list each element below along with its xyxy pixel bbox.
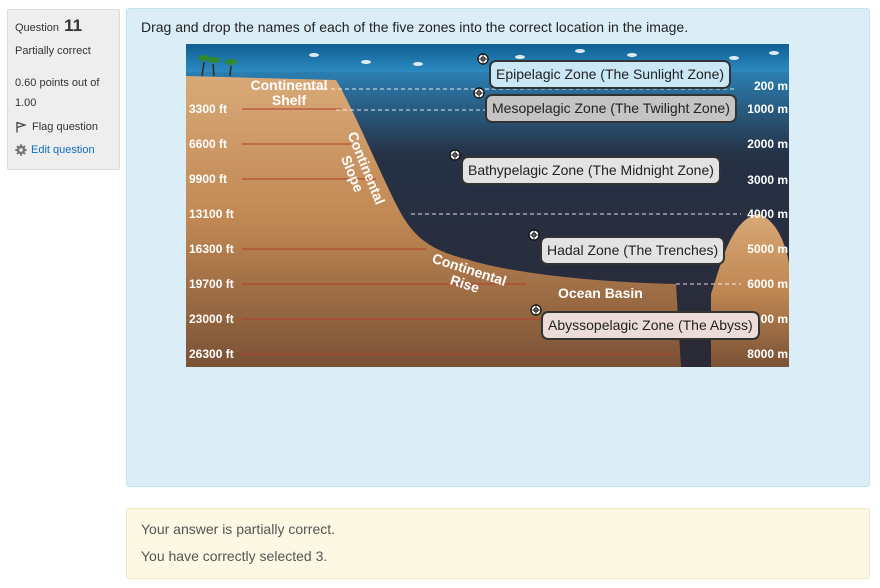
grade-line: 0.60 points out of [15,77,100,89]
depth-label-ft: 9900 ft [189,172,228,186]
grade-max: 1.00 [15,97,37,109]
drag-item-epipelagic[interactable]: Epipelagic Zone (The Sunlight Zone) [489,60,732,89]
flag-question-link[interactable]: Flag question [15,121,119,133]
question-state: Partially correct [15,45,91,57]
gear-icon [15,144,27,156]
question-formulation: Drag and drop the names of each of the f… [126,8,870,487]
depth-label-ft: 23000 ft [189,312,234,326]
depth-label-m: 6000 m [747,277,788,291]
depth-label-m: 1000 m [747,102,788,116]
edit-question-label: Edit question [31,144,95,156]
continental-shelf-label-line: Continental [250,77,328,93]
depth-label-ft: 26300 ft [189,347,234,361]
flag-question-label: Flag question [32,121,99,133]
depth-label-m: 2000 m [747,137,788,151]
answer-feedback: Your answer is partially correct. You ha… [126,508,870,579]
depth-label-m: 3000 m [747,173,788,187]
depth-label-m: 4000 m [747,207,788,221]
question-label: Question [15,22,60,34]
drag-item-abyssopelagic[interactable]: Abyssopelagic Zone (The Abyss) [541,311,760,340]
flag-icon [16,121,27,133]
continental-shelf-label-line: Shelf [271,92,307,108]
depth-label-ft: 3300 ft [189,102,228,116]
feedback-detail: You have correctly selected 3. [141,548,328,564]
question-info-panel: Question 11 Partially correct 0.60 point… [7,9,120,170]
feedback-summary: Your answer is partially correct. [141,521,336,537]
drag-item-bathypelagic[interactable]: Bathypelagic Zone (The Midnight Zone) [461,156,721,185]
depth-label-m: 200 m [753,79,788,93]
ocean-zones-diagram: 3300 ft 6600 ft 9900 ft 13100 ft 16300 f… [186,44,789,367]
drop-target-marker-icon[interactable] [530,304,542,316]
depth-label-m: 8000 m [747,347,788,361]
question-number-value: 11 [64,16,83,35]
depth-label-ft: 6600 ft [189,137,228,151]
continental-shelf-label: Continental Shelf [244,78,334,108]
depth-label-m: 5000 m [747,242,788,256]
depth-label-ft: 13100 ft [189,207,234,221]
ocean-basin-label: Ocean Basin [558,285,643,301]
drop-target-marker-icon[interactable] [477,53,489,65]
drop-target-marker-icon[interactable] [473,87,485,99]
drag-item-hadal[interactable]: Hadal Zone (The Trenches) [540,236,726,265]
question-number: Question 11 [15,16,119,36]
depth-label-ft: 19700 ft [189,277,234,291]
question-grade: 0.60 points out of 1.00 [15,73,119,113]
drop-target-marker-icon[interactable] [449,149,461,161]
question-text: Drag and drop the names of each of the f… [141,19,689,35]
depth-label-ft: 16300 ft [189,242,234,256]
drop-target-marker-icon[interactable] [528,229,540,241]
edit-question-link[interactable]: Edit question [15,144,119,156]
drag-item-mesopelagic[interactable]: Mesopelagic Zone (The Twilight Zone) [485,94,737,123]
